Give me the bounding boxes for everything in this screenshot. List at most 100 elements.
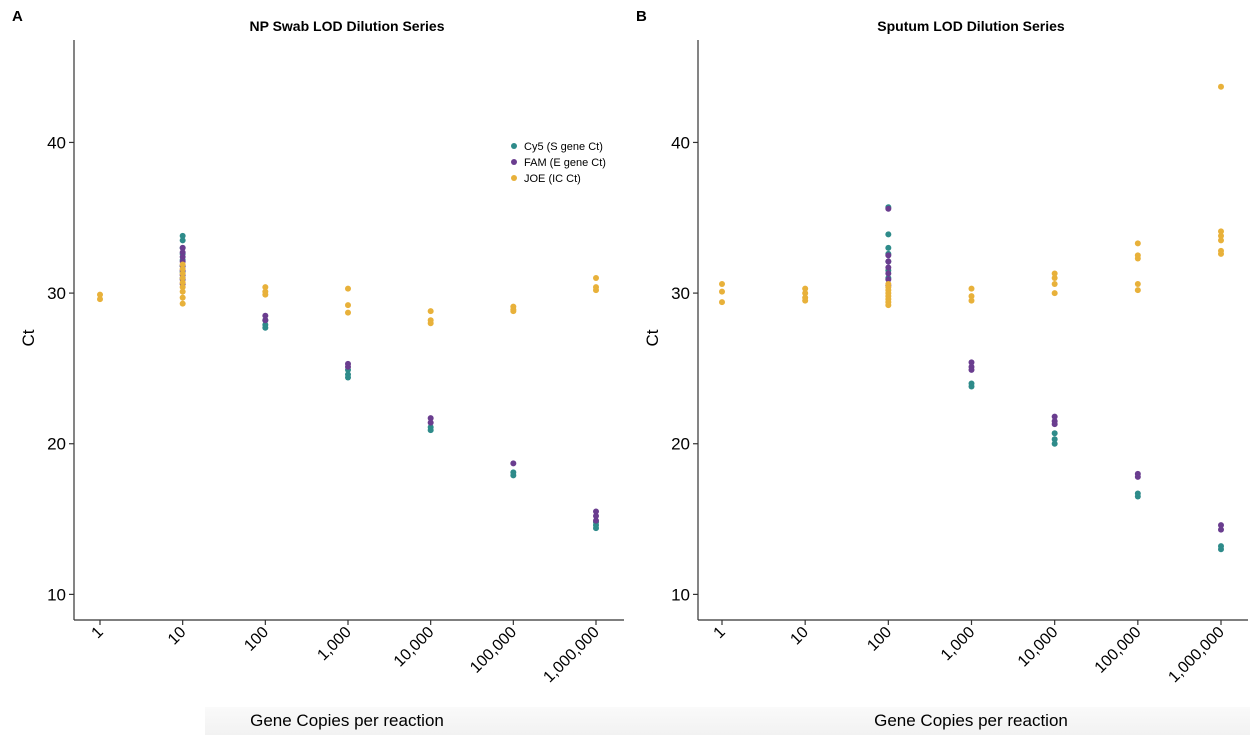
data-point xyxy=(179,284,186,291)
legend-label: JOE (IC Ct) xyxy=(524,173,581,185)
data-point xyxy=(1218,232,1224,239)
data-point xyxy=(1218,526,1224,533)
series-1 xyxy=(179,244,599,524)
data-point xyxy=(885,264,892,271)
data-point xyxy=(885,302,892,309)
data-point xyxy=(1218,250,1224,257)
data-point xyxy=(593,525,599,532)
x-tick-label: 1,000,000 xyxy=(1165,624,1227,686)
data-point xyxy=(593,287,599,294)
data-point xyxy=(262,291,269,298)
data-point xyxy=(802,297,809,304)
chart-title: Sputum LOD Dilution Series xyxy=(877,18,1065,34)
data-point xyxy=(1051,290,1058,297)
data-point xyxy=(510,308,517,315)
series-0 xyxy=(885,204,1224,553)
data-point xyxy=(179,265,186,272)
data-point xyxy=(1134,240,1141,247)
series-2 xyxy=(97,261,599,327)
y-tick-label: 30 xyxy=(671,284,690,303)
y-tick-label: 10 xyxy=(671,585,690,604)
series-0 xyxy=(179,232,599,532)
data-point xyxy=(802,285,809,292)
data-point xyxy=(1218,237,1224,244)
data-point xyxy=(97,291,103,298)
x-tick-label: 1 xyxy=(711,624,729,642)
data-point xyxy=(179,237,186,244)
data-point xyxy=(262,317,269,324)
data-point xyxy=(1051,421,1058,428)
data-point xyxy=(1218,546,1224,553)
data-point xyxy=(345,285,351,292)
data-point xyxy=(1051,270,1058,277)
data-point xyxy=(1051,436,1058,443)
data-point xyxy=(179,279,186,286)
data-point xyxy=(885,252,892,259)
data-point xyxy=(1051,275,1058,282)
x-tick-label: 100 xyxy=(241,624,272,655)
data-point xyxy=(179,232,186,239)
data-point xyxy=(885,258,892,265)
data-point xyxy=(885,270,892,277)
series-1 xyxy=(885,205,1224,533)
legend-label: FAM (E gene Ct) xyxy=(524,157,606,169)
legend: Cy5 (S gene Ct) FAM (E gene Ct) JOE (IC Ct… xyxy=(511,141,606,185)
panel-a-letter: A xyxy=(12,8,23,25)
x-tick-label: 10,000 xyxy=(391,624,438,671)
data-point xyxy=(1051,413,1058,420)
data-point xyxy=(179,294,186,301)
bottom-shade xyxy=(205,707,1250,735)
data-point xyxy=(719,281,725,288)
chart-panel-0: NP Swab LOD Dilution Series 10 20 30 40 1 10 10… xyxy=(19,18,624,730)
data-point xyxy=(719,299,725,306)
data-point xyxy=(345,309,351,316)
legend-swatch xyxy=(511,175,517,181)
data-point xyxy=(345,302,351,309)
data-point xyxy=(1134,473,1141,480)
data-point xyxy=(1218,228,1224,235)
x-tick-label: 1 xyxy=(89,624,107,642)
y-tick-label: 40 xyxy=(47,133,66,152)
data-point xyxy=(593,517,599,524)
data-point xyxy=(968,293,975,300)
data-point xyxy=(427,308,434,315)
data-point xyxy=(1051,430,1058,437)
data-point xyxy=(427,427,434,434)
data-point xyxy=(427,415,434,422)
chart-panel-1: Sputum LOD Dilution Series 10 20 30 40 1 10 100… xyxy=(643,18,1248,730)
data-point xyxy=(593,275,599,282)
data-point xyxy=(1051,281,1058,288)
data-point xyxy=(1134,281,1141,288)
x-tick-label: 10 xyxy=(165,624,190,649)
x-axis-label: Gene Copies per reaction xyxy=(874,711,1068,730)
data-point xyxy=(179,249,186,256)
data-point xyxy=(1218,522,1224,529)
data-point xyxy=(179,244,186,251)
data-point xyxy=(179,275,186,282)
x-tick-label: 100 xyxy=(864,624,895,655)
data-point xyxy=(1051,440,1058,447)
y-axis-label: Ct xyxy=(643,329,662,346)
x-tick-label: 1,000 xyxy=(938,624,978,664)
y-axis-label: Ct xyxy=(19,329,38,346)
data-point xyxy=(262,312,269,319)
legend-swatch xyxy=(511,159,517,165)
data-point xyxy=(345,363,351,370)
x-tick-label: 10,000 xyxy=(1015,624,1062,671)
data-point xyxy=(427,320,434,327)
data-point xyxy=(262,284,269,291)
data-point xyxy=(179,300,186,307)
data-point xyxy=(968,297,975,304)
data-point xyxy=(593,508,599,515)
data-point xyxy=(1134,493,1141,500)
data-point xyxy=(968,359,975,366)
data-point xyxy=(802,290,809,297)
y-tick-label: 20 xyxy=(671,435,690,454)
y-tick-label: 10 xyxy=(47,585,66,604)
chart-title: NP Swab LOD Dilution Series xyxy=(249,18,444,34)
data-point xyxy=(510,460,517,467)
data-point xyxy=(1134,255,1141,262)
series-2 xyxy=(719,83,1224,309)
y-tick-label: 40 xyxy=(671,133,690,152)
